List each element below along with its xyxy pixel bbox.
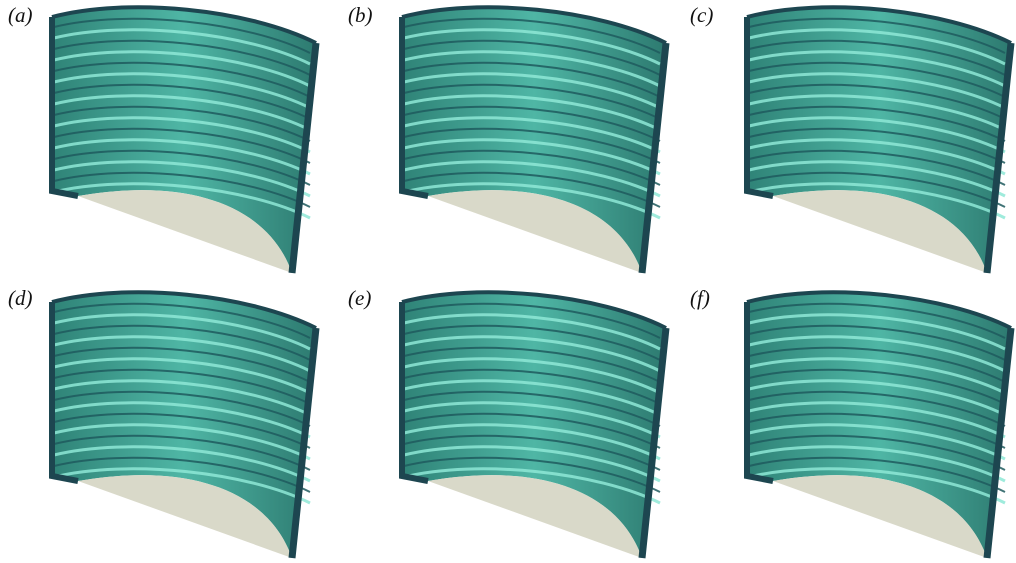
flow-render [52,7,316,273]
flow-render [52,292,316,558]
panel-label: (a) [8,3,33,27]
flow-render [402,7,666,273]
panel-label: (d) [8,286,33,310]
panel-label: (b) [348,3,373,27]
flow-render [747,7,1011,273]
flow-render [402,292,666,558]
flow-render [747,292,1011,558]
panel-label: (f) [690,286,710,310]
panels: (a) (b) (c) (d) (e) (f) [8,3,1011,558]
panel-label: (c) [690,3,713,27]
panel-label: (e) [348,286,371,310]
